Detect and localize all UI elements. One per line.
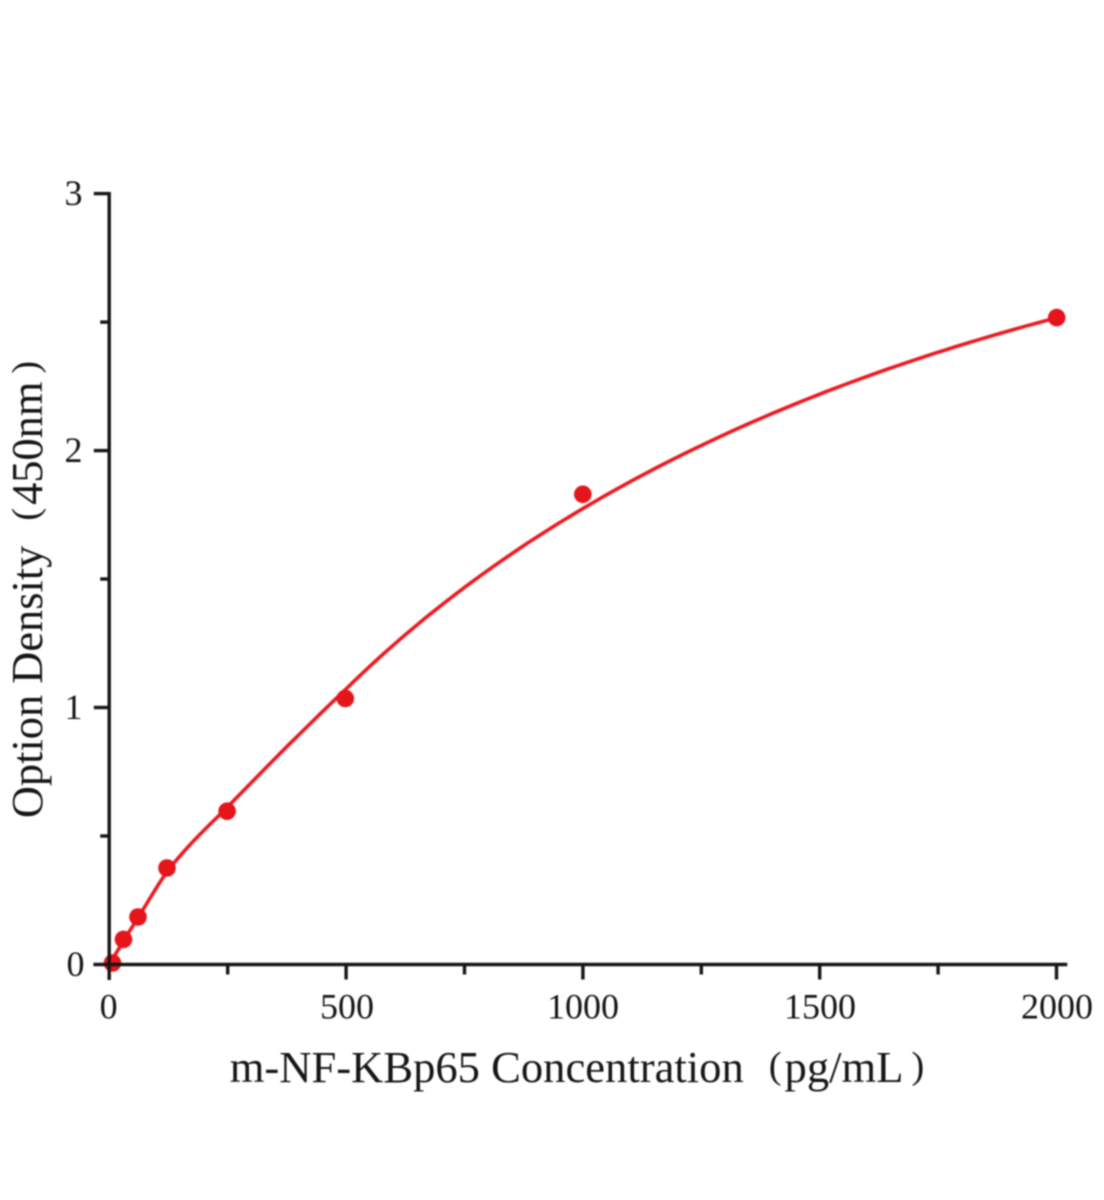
svg-text:0: 0 (67, 944, 85, 984)
svg-text:Option Density(450nm): Option Density(450nm) (2, 361, 52, 818)
svg-text:2000: 2000 (1021, 987, 1093, 1027)
svg-text:1: 1 (65, 687, 83, 727)
svg-text:0: 0 (100, 987, 118, 1027)
svg-text:m-NF-KBp65 Concentration(pg/mL: m-NF-KBp65 Concentration (pg/mL) (230, 1042, 925, 1092)
svg-text:500: 500 (320, 987, 374, 1027)
svg-text:1000: 1000 (547, 987, 619, 1027)
svg-text:1500: 1500 (784, 987, 856, 1027)
svg-text:2: 2 (65, 430, 83, 470)
svg-text:3: 3 (65, 173, 83, 213)
